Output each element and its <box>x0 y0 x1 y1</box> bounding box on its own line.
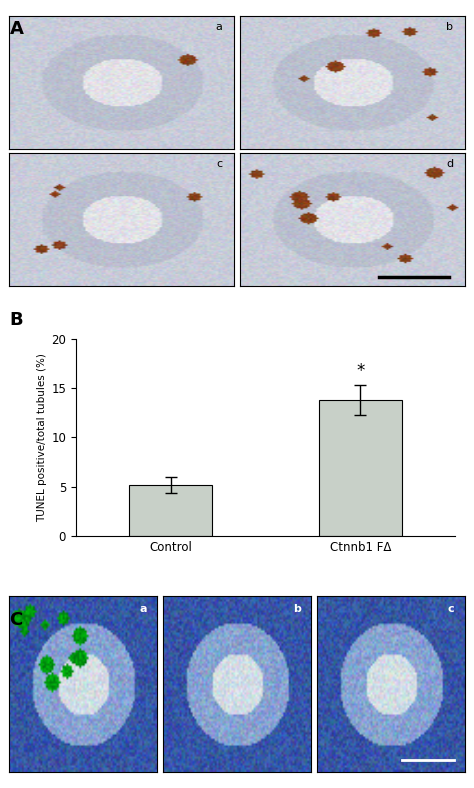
Bar <box>129 485 212 536</box>
Text: B: B <box>9 311 23 329</box>
Text: *: * <box>356 362 365 381</box>
Text: b: b <box>292 604 301 615</box>
Text: c: c <box>216 159 222 169</box>
Text: C: C <box>9 611 23 629</box>
Bar <box>319 400 402 536</box>
Text: c: c <box>447 604 454 615</box>
Text: a: a <box>139 604 147 615</box>
Text: A: A <box>9 20 23 38</box>
Y-axis label: TUNEL positive/total tubules (%): TUNEL positive/total tubules (%) <box>37 353 47 522</box>
Text: a: a <box>216 22 222 32</box>
Text: b: b <box>447 22 453 32</box>
Text: d: d <box>446 159 453 169</box>
